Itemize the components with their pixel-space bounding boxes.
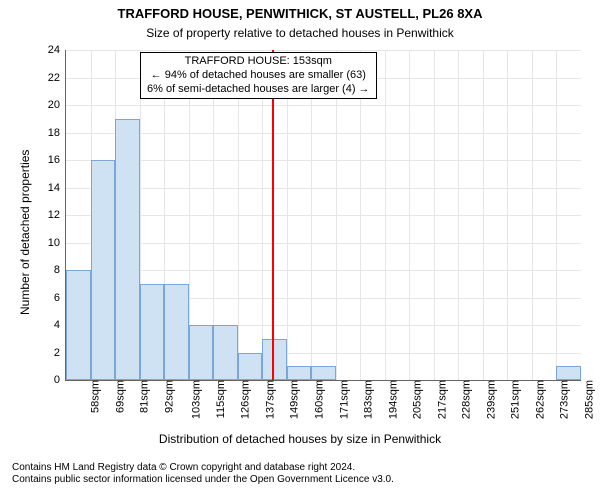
y-tick-label: 14 bbox=[48, 182, 66, 194]
chart-subtitle: Size of property relative to detached ho… bbox=[0, 26, 600, 40]
x-tick-label: 160sqm bbox=[312, 380, 326, 419]
gridline-h bbox=[66, 215, 581, 216]
histogram-bar bbox=[140, 284, 165, 380]
x-tick-label: 217sqm bbox=[434, 380, 448, 419]
histogram-bar bbox=[213, 325, 238, 380]
chart-title: TRAFFORD HOUSE, PENWITHICK, ST AUSTELL, … bbox=[0, 6, 600, 21]
x-tick-label: 285sqm bbox=[581, 380, 595, 419]
gridline-v bbox=[385, 50, 386, 380]
x-axis-label: Distribution of detached houses by size … bbox=[0, 432, 600, 446]
gridline-v bbox=[360, 50, 361, 380]
callout-line-2: ← 94% of detached houses are smaller (63… bbox=[147, 69, 370, 83]
reference-line bbox=[272, 50, 274, 380]
x-tick-label: 273sqm bbox=[557, 380, 571, 419]
gridline-v bbox=[532, 50, 533, 380]
histogram-bar bbox=[238, 353, 263, 381]
histogram-bar bbox=[66, 270, 91, 380]
histogram-bar bbox=[115, 119, 140, 380]
y-tick-label: 18 bbox=[48, 127, 66, 139]
x-tick-label: 92sqm bbox=[161, 380, 175, 413]
gridline-h bbox=[66, 243, 581, 244]
gridline-v bbox=[507, 50, 508, 380]
histogram-bar bbox=[164, 284, 189, 380]
histogram-bar bbox=[262, 339, 287, 380]
y-axis-label: Number of detached properties bbox=[18, 150, 32, 315]
callout-line-1: TRAFFORD HOUSE: 153sqm bbox=[147, 55, 370, 69]
x-tick-label: 251sqm bbox=[508, 380, 522, 419]
histogram-bar bbox=[91, 160, 116, 380]
x-tick-label: 149sqm bbox=[287, 380, 301, 419]
y-tick-label: 10 bbox=[48, 237, 66, 249]
footer-line-2: Contains public sector information licen… bbox=[12, 474, 600, 486]
gridline-h bbox=[66, 270, 581, 271]
plot-area: 02468101214161820222458sqm69sqm81sqm92sq… bbox=[65, 50, 581, 381]
gridline-v bbox=[434, 50, 435, 380]
x-tick-label: 171sqm bbox=[336, 380, 350, 419]
gridline-v bbox=[262, 50, 263, 380]
callout-box: TRAFFORD HOUSE: 153sqm ← 94% of detached… bbox=[140, 52, 377, 99]
x-tick-label: 126sqm bbox=[238, 380, 252, 419]
x-tick-label: 58sqm bbox=[88, 380, 102, 413]
y-tick-label: 22 bbox=[48, 72, 66, 84]
gridline-h bbox=[66, 160, 581, 161]
gridline-h bbox=[66, 133, 581, 134]
y-tick-label: 8 bbox=[54, 264, 66, 276]
x-tick-label: 228sqm bbox=[459, 380, 473, 419]
histogram-bar bbox=[311, 366, 336, 380]
gridline-h bbox=[66, 188, 581, 189]
gridline-v bbox=[483, 50, 484, 380]
gridline-v bbox=[458, 50, 459, 380]
gridline-h bbox=[66, 50, 581, 51]
histogram-bar bbox=[189, 325, 214, 380]
y-tick-label: 6 bbox=[54, 292, 66, 304]
x-tick-label: 183sqm bbox=[361, 380, 375, 419]
x-tick-label: 115sqm bbox=[213, 380, 227, 418]
x-tick-label: 69sqm bbox=[112, 380, 126, 413]
gridline-v bbox=[287, 50, 288, 380]
x-tick-label: 81sqm bbox=[137, 380, 151, 413]
y-tick-label: 24 bbox=[48, 44, 66, 56]
gridline-h bbox=[66, 105, 581, 106]
gridline-v bbox=[336, 50, 337, 380]
gridline-v bbox=[311, 50, 312, 380]
y-tick-label: 0 bbox=[54, 374, 66, 386]
y-tick-label: 20 bbox=[48, 99, 66, 111]
x-tick-label: 239sqm bbox=[483, 380, 497, 419]
x-tick-label: 137sqm bbox=[262, 380, 276, 419]
y-tick-label: 16 bbox=[48, 154, 66, 166]
x-tick-label: 103sqm bbox=[189, 380, 203, 419]
x-tick-label: 194sqm bbox=[385, 380, 399, 419]
footer: Contains HM Land Registry data © Crown c… bbox=[0, 462, 600, 486]
histogram-bar bbox=[556, 366, 581, 380]
x-tick-label: 205sqm bbox=[410, 380, 424, 419]
y-tick-label: 4 bbox=[54, 319, 66, 331]
gridline-v bbox=[409, 50, 410, 380]
histogram-bar bbox=[287, 366, 312, 380]
footer-line-1: Contains HM Land Registry data © Crown c… bbox=[12, 462, 600, 474]
y-tick-label: 12 bbox=[48, 209, 66, 221]
y-tick-label: 2 bbox=[54, 347, 66, 359]
callout-line-3: 6% of semi-detached houses are larger (4… bbox=[147, 83, 370, 97]
gridline-v bbox=[556, 50, 557, 380]
chart-container: TRAFFORD HOUSE, PENWITHICK, ST AUSTELL, … bbox=[0, 0, 600, 500]
gridline-v bbox=[238, 50, 239, 380]
x-tick-label: 262sqm bbox=[532, 380, 546, 419]
